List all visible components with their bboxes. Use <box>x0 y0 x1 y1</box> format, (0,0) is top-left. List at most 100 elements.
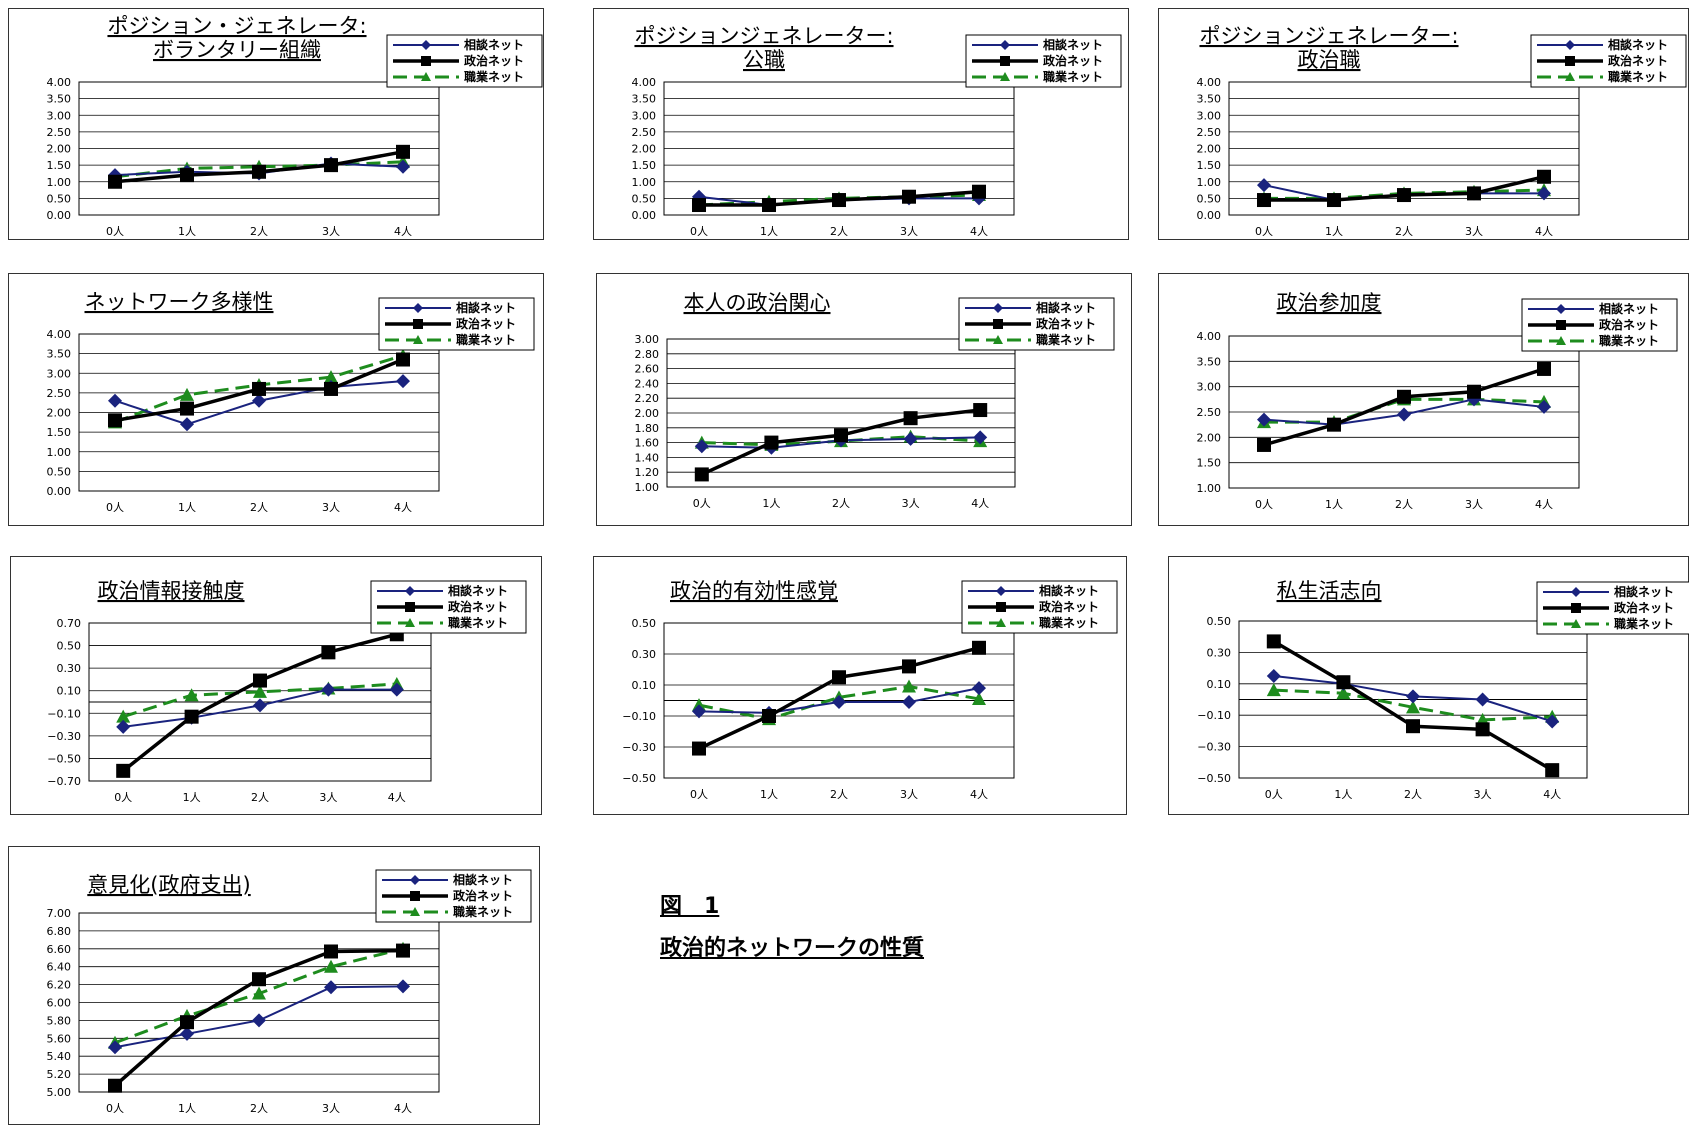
figure-label: 図 1 <box>660 894 720 919</box>
y-tick-label: 1.20 <box>635 466 660 479</box>
y-tick-label: −0.10 <box>47 707 81 720</box>
data-point <box>252 972 266 987</box>
data-point <box>1475 722 1490 737</box>
line-chart: ネットワーク多様性 4.00 3.50 3.00 2.50 2.00 1.50 1.00 0.5… <box>47 290 535 514</box>
legend-entry: 職業ネット <box>1614 616 1674 631</box>
y-tick-label: 2.00 <box>1197 431 1222 444</box>
data-point <box>902 679 916 693</box>
x-tick-label: 1人 <box>760 225 778 238</box>
y-tick-label: −0.50 <box>47 752 81 765</box>
y-tick-label: 6.60 <box>47 943 72 956</box>
data-point <box>972 681 986 696</box>
legend-entry: 職業ネット <box>1043 69 1103 84</box>
data-point <box>972 691 986 705</box>
y-tick-label: 3.50 <box>1197 355 1222 368</box>
chart-title: 私生活志向 <box>1277 579 1382 603</box>
data-point <box>321 645 336 660</box>
x-tick-label: 1人 <box>1325 498 1343 511</box>
data-point <box>1406 700 1420 714</box>
x-tick-label: 3人 <box>319 791 337 804</box>
data-point <box>694 439 709 454</box>
y-tick-label: 0.30 <box>1207 646 1232 659</box>
legend-entry: 職業ネット <box>456 332 516 347</box>
chart-title: ポジションジェネレーター: <box>1199 24 1458 48</box>
data-point <box>764 435 779 450</box>
data-point <box>1537 169 1551 184</box>
x-tick-label: 3人 <box>322 1102 340 1115</box>
y-tick-label: 0.10 <box>632 679 657 692</box>
chart-panel: ポジション・ジェネレータ: ボランタリー組織 4.00 3.50 3.00 2.50 2.0… <box>8 8 544 240</box>
data-point <box>1397 188 1411 203</box>
legend-marker <box>405 586 415 596</box>
y-tick-label: −0.10 <box>1197 709 1231 722</box>
data-point <box>1257 193 1271 208</box>
legend-marker <box>405 618 415 627</box>
legend-marker <box>421 40 431 50</box>
x-tick-label: 1人 <box>178 225 196 238</box>
legend-marker <box>1565 56 1575 66</box>
x-tick-label: 2人 <box>1395 498 1413 511</box>
line-chart: 本人の政治関心3.002.802.602.402.202.001.801.601… <box>635 291 1115 510</box>
data-point <box>1545 714 1560 729</box>
y-tick-label: 1.80 <box>635 422 660 435</box>
data-point <box>1467 186 1481 201</box>
data-point <box>253 698 267 713</box>
y-tick-label: 7.00 <box>47 907 72 920</box>
data-point <box>902 695 916 710</box>
y-tick-label: 2.00 <box>1197 143 1222 156</box>
data-point <box>832 193 846 208</box>
legend-entry: 相談ネット <box>1608 37 1668 52</box>
legend-marker <box>1000 72 1010 81</box>
data-point <box>1406 719 1420 734</box>
y-tick-label: 0.50 <box>57 640 82 653</box>
data-point <box>108 413 122 428</box>
legend-marker <box>1571 587 1581 597</box>
legend-marker <box>1556 304 1566 314</box>
x-tick-label: 4人 <box>970 225 988 238</box>
x-tick-label: 0人 <box>106 501 124 514</box>
y-tick-label: 0.50 <box>1197 192 1222 205</box>
legend-marker <box>1000 56 1010 66</box>
x-tick-label: 0人 <box>1255 498 1273 511</box>
y-tick-label: 2.40 <box>635 377 660 390</box>
x-tick-label: 2人 <box>830 225 848 238</box>
x-tick-label: 3人 <box>1474 788 1492 801</box>
data-point <box>108 1040 122 1055</box>
y-tick-label: 0.30 <box>632 648 657 661</box>
data-point <box>324 381 338 396</box>
series-line <box>122 682 397 719</box>
x-tick-label: 2人 <box>251 791 269 804</box>
legend-entry: 政治ネット <box>1614 600 1674 615</box>
data-point <box>389 682 404 697</box>
y-tick-label: −0.30 <box>47 730 81 743</box>
legend-entry: 政治ネット <box>453 888 513 903</box>
data-point <box>116 763 131 778</box>
data-point <box>108 393 122 408</box>
data-point <box>396 374 410 389</box>
y-tick-label: 0.10 <box>1207 678 1232 691</box>
x-tick-label: 0人 <box>690 225 708 238</box>
data-point <box>1336 686 1351 700</box>
chart-panel: 政治参加度 4.00 3.50 3.00 2.50 2.00 1.50 1.00 0人 1人 2人 3… <box>1158 273 1689 526</box>
data-point <box>692 704 706 719</box>
chart-title: 政治参加度 <box>1277 291 1382 315</box>
data-point <box>762 198 776 213</box>
data-point <box>396 144 410 159</box>
y-tick-label: 3.50 <box>47 93 72 106</box>
y-tick-label: 0.00 <box>47 485 72 498</box>
x-tick-label: 4人 <box>394 501 412 514</box>
y-tick-label: 1.50 <box>47 426 72 439</box>
chart-title: 意見化(政府支出) <box>87 873 250 897</box>
y-tick-label: 2.00 <box>47 407 72 420</box>
data-point <box>324 944 338 959</box>
x-tick-label: 1人 <box>1325 225 1343 238</box>
chart-title: 政治的有効性感覚 <box>670 579 838 603</box>
legend-marker <box>421 72 431 81</box>
legend-entry: 相談ネット <box>1043 37 1103 52</box>
chart-panel: 本人の政治関心 3.00 2.80 2.60 2.40 2.20 2.00 1.80 1.60 1… <box>596 273 1132 526</box>
data-point <box>396 352 410 367</box>
y-tick-label: 1.00 <box>1197 482 1222 495</box>
line-chart: 意見化(政府支出) 7.00 6.80 6.60 6.40 6.20 6.00 5.80 5.6… <box>47 869 532 1115</box>
legend-marker <box>1556 336 1566 345</box>
legend-marker <box>993 319 1003 329</box>
